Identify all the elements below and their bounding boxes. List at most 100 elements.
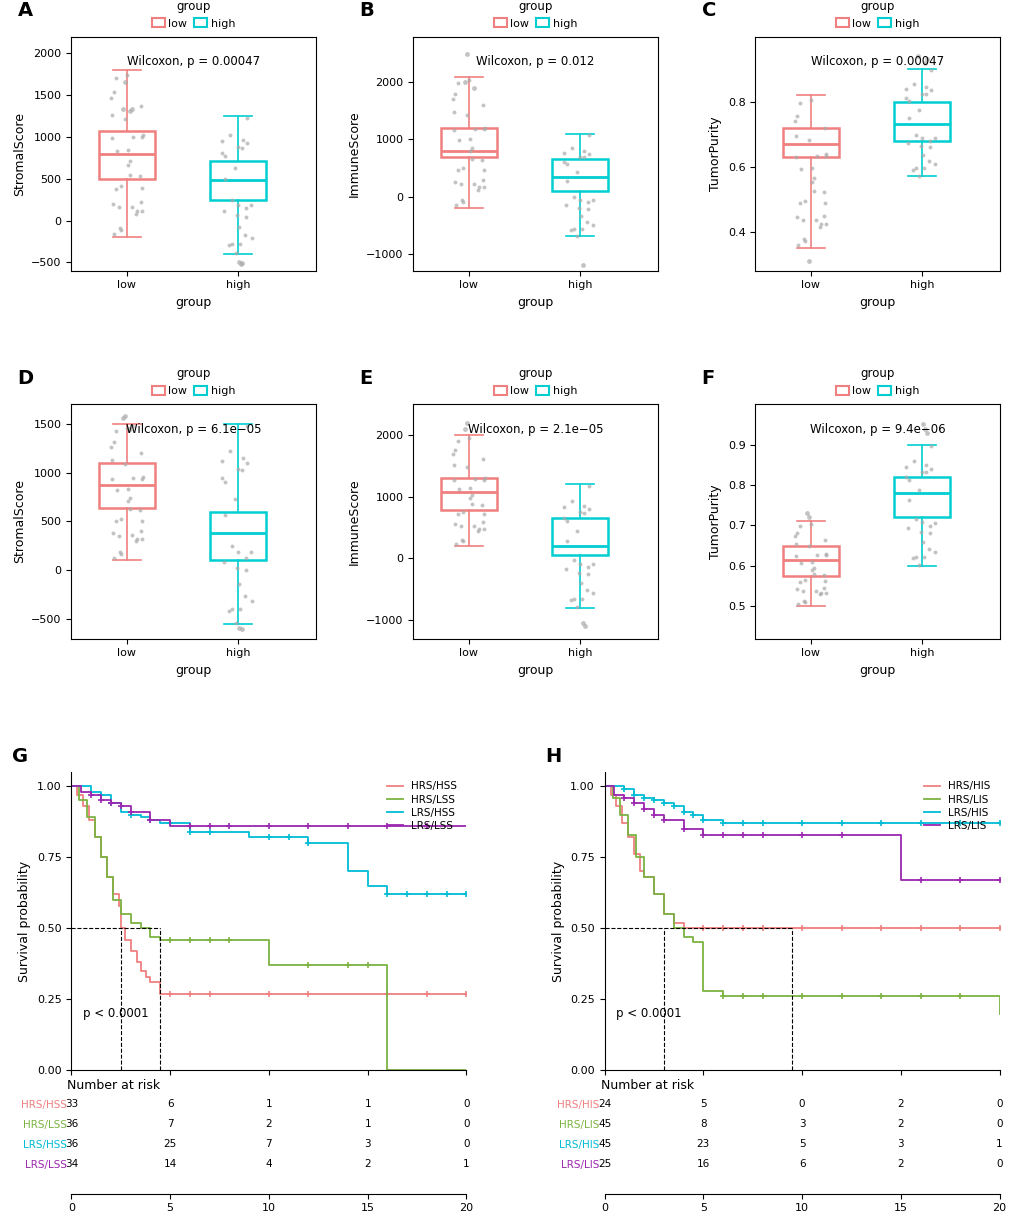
- Point: [237, 560, 254, 580]
- Point: [917, 78, 933, 97]
- Text: 34: 34: [65, 1158, 77, 1169]
- Point: [557, 195, 574, 214]
- Point: [464, 486, 480, 505]
- Point: [914, 532, 930, 552]
- Point: [787, 526, 803, 546]
- Point: [120, 492, 137, 512]
- HRS/LIS: [667, 921, 680, 935]
- Point: [803, 560, 819, 580]
- HRS/LSS: [89, 829, 101, 844]
- LRS/HSS: [135, 810, 147, 825]
- Point: [558, 531, 575, 551]
- Point: [112, 509, 128, 529]
- Point: [471, 519, 487, 538]
- PathPatch shape: [440, 128, 496, 156]
- HRS/LIS: [630, 850, 642, 865]
- Text: Wilcoxon, p = 0.012: Wilcoxon, p = 0.012: [476, 55, 594, 68]
- HRS/HIS: [953, 921, 965, 935]
- Point: [585, 214, 601, 234]
- Point: [789, 523, 805, 542]
- Point: [474, 496, 490, 515]
- Point: [122, 151, 139, 171]
- LRS/HIS: [756, 816, 768, 831]
- Legend: low, high: low, high: [489, 0, 581, 33]
- PathPatch shape: [551, 519, 607, 555]
- HRS/HSS: [164, 987, 176, 1001]
- Point: [113, 219, 129, 239]
- LRS/LIS: [914, 872, 926, 887]
- Point: [576, 141, 592, 161]
- Point: [917, 84, 933, 104]
- HRS/LIS: [687, 935, 699, 950]
- Point: [474, 449, 490, 469]
- HRS/LSS: [144, 929, 156, 944]
- Point: [217, 169, 233, 189]
- Point: [122, 101, 139, 121]
- HRS/HIS: [756, 921, 768, 935]
- LRS/LIS: [647, 808, 659, 822]
- LRS/LIS: [657, 812, 669, 827]
- LRS/LSS: [75, 784, 88, 799]
- Line: HRS/LSS: HRS/LSS: [71, 787, 466, 1071]
- Point: [572, 574, 588, 593]
- Point: [816, 118, 833, 138]
- Point: [800, 130, 816, 150]
- Point: [572, 554, 588, 574]
- HRS/HSS: [118, 932, 130, 946]
- HRS/HIS: [598, 780, 610, 794]
- HRS/LIS: [647, 887, 659, 901]
- Point: [562, 590, 579, 609]
- Point: [132, 192, 149, 212]
- HRS/HIS: [993, 921, 1005, 935]
- LRS/LIS: [628, 797, 640, 811]
- Point: [220, 235, 236, 255]
- Point: [103, 88, 119, 107]
- HRS/LSS: [183, 932, 196, 946]
- Point: [454, 158, 471, 178]
- Text: 3: 3: [798, 1119, 805, 1129]
- Point: [913, 128, 929, 147]
- LRS/LIS: [607, 788, 620, 803]
- Point: [133, 179, 150, 199]
- Point: [454, 503, 471, 523]
- LRS/HSS: [381, 887, 393, 901]
- LRS/HIS: [687, 808, 699, 822]
- Text: p < 0.0001: p < 0.0001: [84, 1006, 149, 1019]
- HRS/LIS: [637, 870, 649, 884]
- Point: [562, 492, 579, 512]
- Point: [575, 614, 591, 633]
- Point: [914, 145, 930, 164]
- LRS/HIS: [716, 816, 729, 831]
- Point: [135, 125, 151, 145]
- Point: [217, 505, 233, 525]
- LRS/HIS: [657, 797, 669, 811]
- HRS/HIS: [609, 799, 622, 814]
- Point: [571, 503, 587, 523]
- Point: [574, 588, 590, 608]
- HRS/LIS: [622, 827, 634, 842]
- Point: [118, 418, 135, 437]
- X-axis label: group: group: [175, 296, 212, 309]
- Text: 14: 14: [163, 1158, 176, 1169]
- Point: [236, 586, 253, 605]
- Point: [812, 583, 828, 603]
- Point: [579, 564, 595, 583]
- Point: [917, 423, 933, 442]
- Point: [234, 460, 251, 480]
- HRS/HSS: [65, 780, 77, 794]
- Point: [231, 234, 248, 253]
- Point: [106, 224, 122, 244]
- Line: HRS/HIS: HRS/HIS: [604, 787, 999, 928]
- HRS/HSS: [183, 987, 196, 1001]
- Y-axis label: Survival probability: Survival probability: [18, 861, 32, 982]
- Point: [907, 509, 923, 529]
- PathPatch shape: [783, 546, 838, 576]
- Point: [467, 119, 483, 139]
- LRS/HSS: [263, 829, 275, 844]
- LRS/LSS: [341, 818, 354, 833]
- Point: [464, 139, 480, 158]
- Point: [238, 108, 255, 128]
- Point: [897, 79, 913, 99]
- HRS/LSS: [124, 915, 137, 929]
- Point: [803, 158, 819, 178]
